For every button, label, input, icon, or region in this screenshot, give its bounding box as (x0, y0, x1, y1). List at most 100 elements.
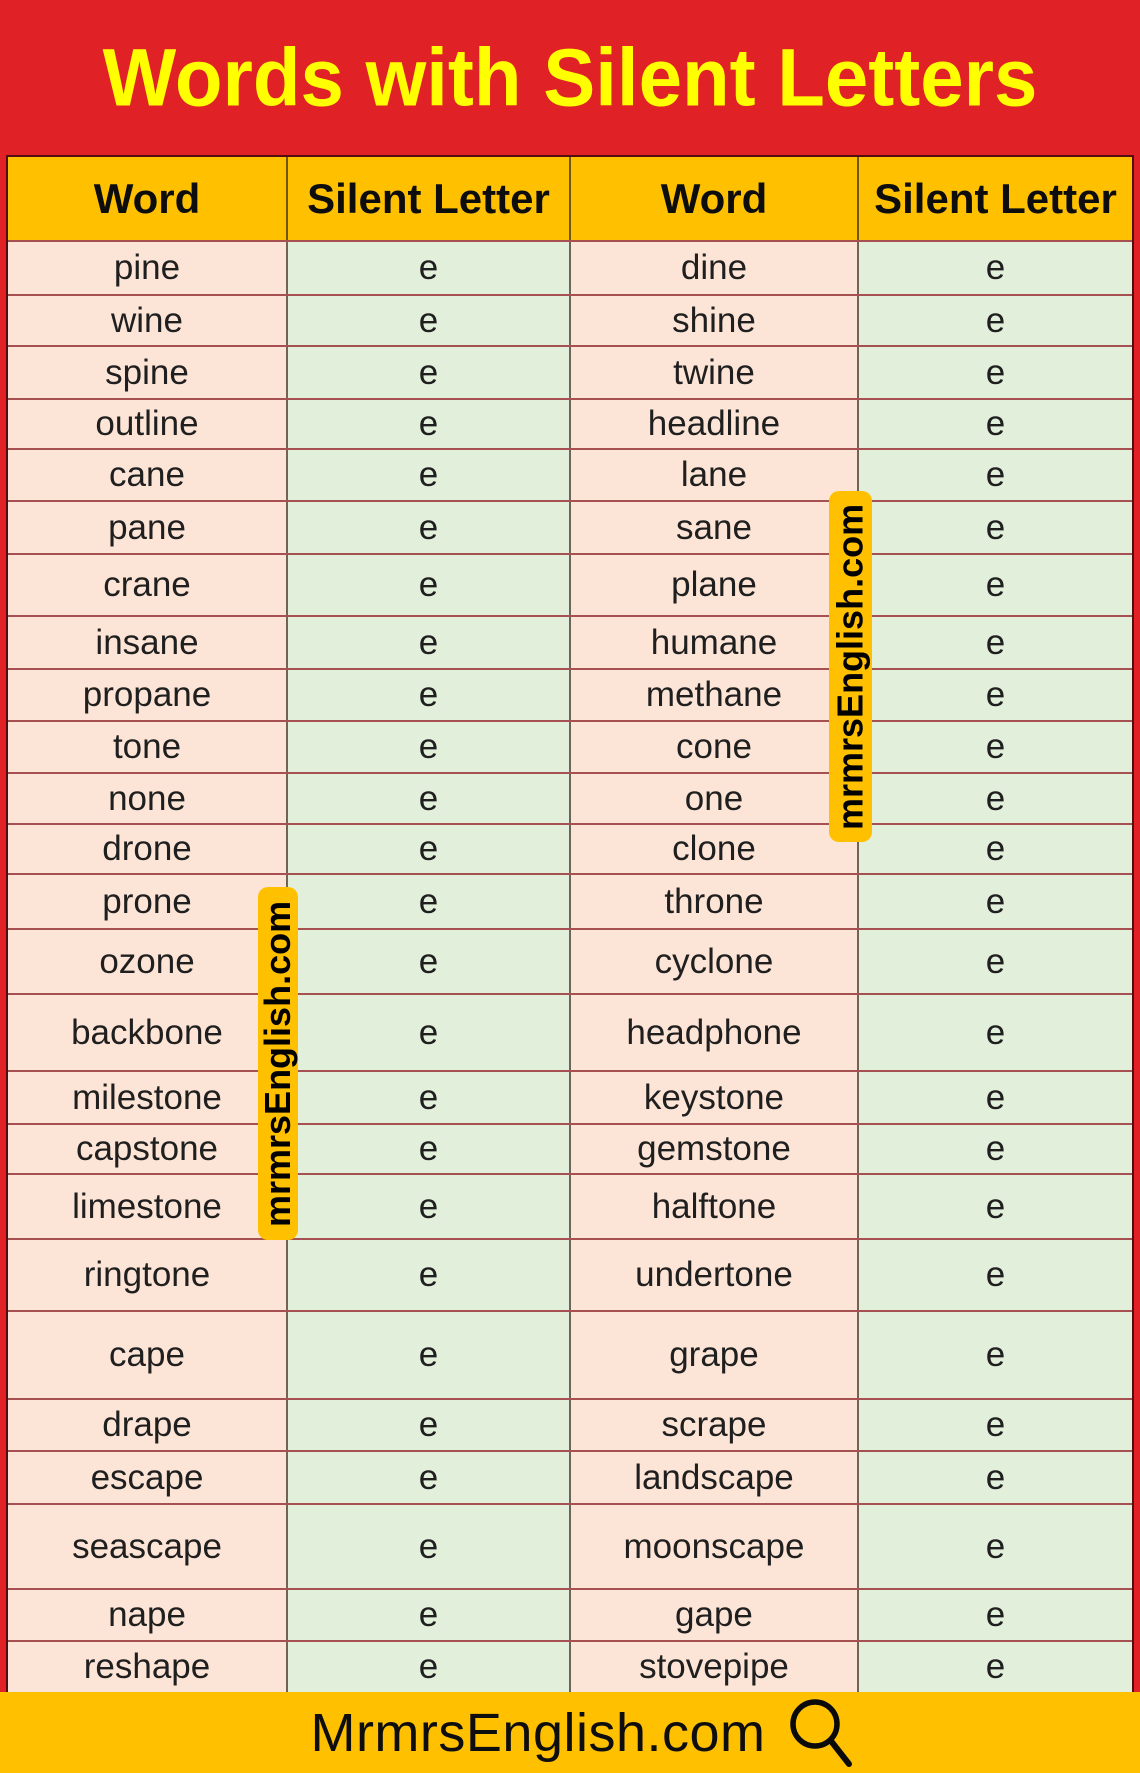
silent-letter-cell: e (858, 774, 1132, 823)
table-row: crane e plane e (8, 553, 1132, 615)
word-cell: stovepipe (570, 1642, 859, 1692)
word-cell: crane (8, 555, 288, 615)
table-row: none e one e (8, 772, 1132, 823)
silent-letter-cell: e (288, 774, 571, 823)
table-row: seascape e moonscape e (8, 1503, 1132, 1588)
header-cell-silent-2: Silent Letter (874, 174, 1117, 222)
silent-letter-cell: e (858, 555, 1132, 615)
silent-letter-cell: e (288, 1590, 571, 1640)
word-cell: lane (570, 450, 859, 500)
word-cell: escape (8, 1452, 288, 1503)
watermark-left: mrmrsEnglish.com (258, 887, 298, 1240)
silent-letter-cell: e (288, 1175, 571, 1238)
silent-letter-cell: e (288, 400, 571, 448)
silent-letter-cell: e (858, 1505, 1132, 1588)
silent-letter-cell: e (288, 296, 571, 345)
word-cell: propane (8, 670, 288, 720)
word-cell: halftone (570, 1175, 859, 1238)
word-cell: insane (8, 617, 288, 668)
table-row: tone e cone e (8, 720, 1132, 772)
word-cell: headphone (570, 995, 859, 1070)
word-cell: milestone (8, 1072, 288, 1123)
table-row: nape e gape e (8, 1588, 1132, 1640)
table-row: reshape e stovepipe e (8, 1640, 1132, 1692)
silent-letter-cell: e (858, 1590, 1132, 1640)
silent-letter-cell: e (288, 242, 571, 294)
silent-letter-cell: e (288, 1642, 571, 1692)
silent-letter-cell: e (858, 1312, 1132, 1398)
table-row: cane e lane e (8, 448, 1132, 500)
word-cell: seascape (8, 1505, 288, 1588)
table-row: spine e twine e (8, 345, 1132, 398)
silent-letter-cell: e (858, 1642, 1132, 1692)
watermark-text: mrmrsEnglish.com (258, 900, 298, 1227)
table-row: pane e sane e (8, 500, 1132, 553)
word-cell: undertone (570, 1240, 859, 1310)
silent-letter-cell: e (858, 875, 1132, 928)
silent-letter-cell: e (288, 825, 571, 873)
word-cell: gemstone (570, 1125, 859, 1173)
table-row: drape e scrape e (8, 1398, 1132, 1450)
silent-letter-cell: e (858, 617, 1132, 668)
silent-letter-cell: e (288, 995, 571, 1070)
table-header-row: Word Silent Letter Word Silent Letter (8, 157, 1132, 240)
word-cell: moonscape (570, 1505, 859, 1588)
table-row: ringtone e undertone e (8, 1238, 1132, 1310)
word-cell: clone (570, 825, 859, 873)
silent-letter-cell: e (288, 930, 571, 993)
word-cell: twine (570, 347, 859, 398)
footer-bar: MrmrsEnglish.com (0, 1692, 1140, 1773)
header-cell-word-1: Word (8, 157, 288, 240)
word-cell: pine (8, 242, 288, 294)
word-cell: shine (570, 296, 859, 345)
silent-letter-cell: e (288, 1240, 571, 1310)
silent-letter-cell: e (858, 1125, 1132, 1173)
word-cell: spine (8, 347, 288, 398)
table-row: cape e grape e (8, 1310, 1132, 1398)
table-row: backbone e headphone e (8, 993, 1132, 1070)
word-cell: none (8, 774, 288, 823)
word-cell: nape (8, 1590, 288, 1640)
silent-letter-cell: e (858, 995, 1132, 1070)
word-cell: reshape (8, 1642, 288, 1692)
word-cell: tone (8, 722, 288, 772)
word-cell: prone (8, 875, 288, 928)
silent-letter-cell: e (858, 347, 1132, 398)
table-row: drone e clone e (8, 823, 1132, 873)
table-body: pine e dine e wine e shine e spine e twine e outline… (8, 240, 1132, 1692)
silent-letter-cell: e (858, 722, 1132, 772)
word-cell: landscape (570, 1452, 859, 1503)
site-name: MrmrsEnglish.com (310, 1702, 766, 1763)
table-row: wine e shine e (8, 294, 1132, 345)
silent-letter-cell: e (858, 930, 1132, 993)
word-cell: throne (570, 875, 859, 928)
silent-letter-cell: e (858, 242, 1132, 294)
silent-letter-cell: e (858, 825, 1132, 873)
word-cell: wine (8, 296, 288, 345)
word-cell: plane (570, 555, 859, 615)
header-cell-word-2: Word (571, 157, 859, 240)
word-cell: grape (570, 1312, 859, 1398)
word-cell: capstone (8, 1125, 288, 1173)
header-cell-silent-1: Silent Letter (288, 157, 571, 240)
word-cell: drape (8, 1400, 288, 1450)
table-row: pine e dine e (8, 240, 1132, 294)
word-cell: headline (570, 400, 859, 448)
word-cell: scrape (570, 1400, 859, 1450)
table-row: milestone e keystone e (8, 1070, 1132, 1123)
word-cell: dine (570, 242, 859, 294)
silent-letter-cell: e (288, 555, 571, 615)
word-cell: pane (8, 502, 288, 553)
silent-letter-cell: e (288, 1400, 571, 1450)
silent-letter-cell: e (288, 1312, 571, 1398)
silent-letter-cell: e (858, 296, 1132, 345)
silent-letter-cell: e (858, 1400, 1132, 1450)
silent-letter-cell: e (288, 1452, 571, 1503)
silent-letter-cell: e (858, 400, 1132, 448)
word-cell: cape (8, 1312, 288, 1398)
word-cell: ozone (8, 930, 288, 993)
word-cell: backbone (8, 995, 288, 1070)
table-row: outline e headline e (8, 398, 1132, 448)
silent-letter-cell: e (288, 617, 571, 668)
silent-letter-cell: e (288, 450, 571, 500)
